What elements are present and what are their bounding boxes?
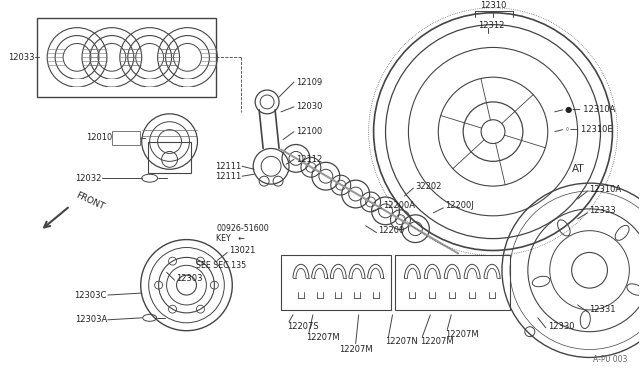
Text: 32202: 32202 xyxy=(415,182,442,190)
Text: 12200A: 12200A xyxy=(383,201,415,211)
Text: 00926-51600: 00926-51600 xyxy=(216,224,269,233)
Text: 12033: 12033 xyxy=(8,53,35,62)
Text: KEY   ←: KEY ← xyxy=(216,234,245,243)
Text: 12200: 12200 xyxy=(379,226,405,235)
Text: 12303C: 12303C xyxy=(74,291,107,299)
Text: 12100: 12100 xyxy=(296,127,322,136)
Text: 12312: 12312 xyxy=(478,21,504,30)
Bar xyxy=(112,131,140,144)
Text: FRONT: FRONT xyxy=(74,190,106,212)
Text: 12010: 12010 xyxy=(86,133,112,142)
Text: A-P0 003: A-P0 003 xyxy=(593,355,627,364)
Text: 12207M: 12207M xyxy=(306,333,340,342)
Text: 12207S: 12207S xyxy=(287,322,319,331)
Text: 12200J: 12200J xyxy=(445,201,474,211)
Text: 12310: 12310 xyxy=(480,1,506,10)
Text: 12303A: 12303A xyxy=(75,315,107,324)
Text: 12207N: 12207N xyxy=(385,337,419,346)
Text: 12330: 12330 xyxy=(548,322,574,331)
Text: 12109: 12109 xyxy=(296,78,322,87)
Text: 12207M: 12207M xyxy=(420,337,454,346)
Text: AT: AT xyxy=(572,164,584,174)
Text: 12112: 12112 xyxy=(296,155,322,164)
Text: 12032: 12032 xyxy=(76,174,102,183)
Text: ●— 12310A: ●— 12310A xyxy=(564,105,615,114)
Text: 12111: 12111 xyxy=(215,172,241,181)
Text: ◦— 12310E: ◦— 12310E xyxy=(564,125,612,134)
Text: 12303: 12303 xyxy=(177,274,203,283)
Bar xyxy=(281,256,390,310)
Text: 12030: 12030 xyxy=(296,102,323,111)
Text: 12207M: 12207M xyxy=(339,345,372,354)
Text: SEE SEC.135: SEE SEC.135 xyxy=(196,261,246,270)
Bar xyxy=(148,141,191,173)
Text: 12331: 12331 xyxy=(589,305,616,314)
Text: 13021: 13021 xyxy=(229,246,255,255)
Text: 12310A: 12310A xyxy=(589,185,621,193)
Text: 12111: 12111 xyxy=(215,162,241,171)
Text: 12207M: 12207M xyxy=(445,330,479,339)
Text: 12333: 12333 xyxy=(589,206,616,215)
Bar xyxy=(396,256,510,310)
Bar xyxy=(37,18,216,97)
